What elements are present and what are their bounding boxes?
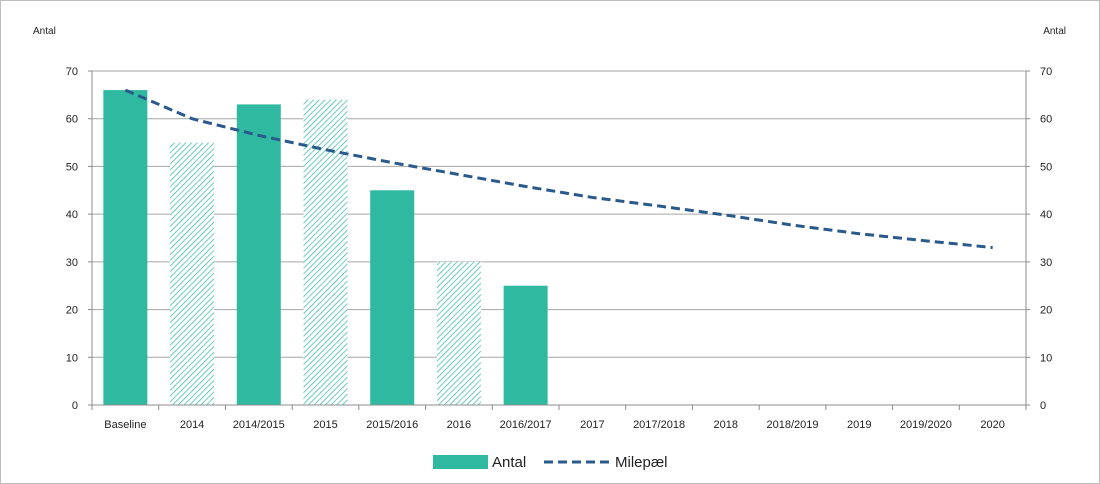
bar-2015 bbox=[303, 99, 348, 405]
y-tick-label-left: 50 bbox=[66, 161, 78, 173]
bar-2016 bbox=[436, 261, 481, 405]
gridlines bbox=[92, 70, 1026, 358]
x-tick-label: 2014/2015 bbox=[233, 419, 285, 431]
x-tick-label: 2015 bbox=[313, 419, 337, 431]
y-tick-label-right: 50 bbox=[1040, 161, 1052, 173]
y-tick-label-left: 0 bbox=[72, 400, 78, 412]
y-tick-label-right: 70 bbox=[1040, 66, 1052, 78]
y-tick-label-left: 20 bbox=[66, 305, 78, 317]
y-tick-label-right: 40 bbox=[1040, 209, 1052, 221]
y-tick-label-left: 40 bbox=[66, 209, 78, 221]
y-axis-title-right: Antal bbox=[1043, 26, 1066, 37]
y-tick-label-left: 60 bbox=[66, 114, 78, 126]
y-tick-label-right: 0 bbox=[1040, 400, 1046, 412]
y-tick-label-left: 70 bbox=[66, 66, 78, 78]
x-tick-label: Baseline bbox=[104, 419, 146, 431]
x-tick-label: 2015/2016 bbox=[366, 419, 418, 431]
x-tick-label: 2019 bbox=[847, 419, 871, 431]
legend-label-milepael: Milepæl bbox=[615, 454, 668, 471]
y-tick-label-right: 10 bbox=[1040, 352, 1052, 364]
x-tick-label: 2016/2017 bbox=[500, 419, 552, 431]
x-tick-label: 2019/2020 bbox=[900, 419, 952, 431]
legend-label-antal: Antal bbox=[492, 454, 526, 471]
x-tick-label: 2017 bbox=[580, 419, 604, 431]
bar-Baseline bbox=[103, 90, 148, 405]
x-tick-label: 2016 bbox=[447, 419, 471, 431]
x-tick-label: 2014 bbox=[180, 419, 204, 431]
bar-2014-2015 bbox=[236, 104, 281, 406]
x-tick-label: 2020 bbox=[980, 419, 1004, 431]
axes bbox=[88, 70, 1030, 410]
x-tick-label: 2018 bbox=[714, 419, 738, 431]
y-tick-label-right: 20 bbox=[1040, 305, 1052, 317]
y-tick-label-right: 30 bbox=[1040, 257, 1052, 269]
bar-2016-2017 bbox=[503, 285, 548, 405]
bar-series-antal bbox=[103, 90, 548, 406]
y-tick-label-left: 10 bbox=[66, 352, 78, 364]
legend: Antal Milepæl bbox=[433, 454, 668, 471]
bar-2015-2016 bbox=[370, 190, 415, 405]
bar-2014 bbox=[170, 142, 215, 406]
y-tick-label-left: 30 bbox=[66, 257, 78, 269]
x-tick-label: 2018/2019 bbox=[767, 419, 819, 431]
x-tick-label: 2017/2018 bbox=[633, 419, 685, 431]
y-tick-label-right: 60 bbox=[1040, 114, 1052, 126]
y-axis-title-left: Antal bbox=[33, 26, 56, 37]
legend-swatch-antal bbox=[433, 455, 488, 469]
